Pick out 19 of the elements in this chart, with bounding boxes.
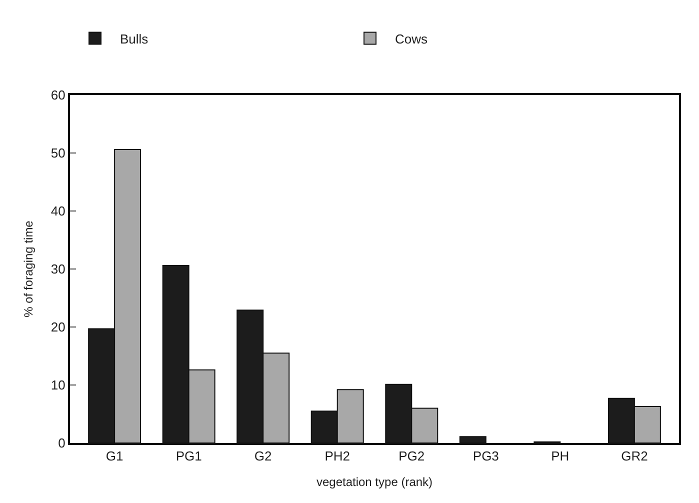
x-tick-label: G1 <box>106 448 124 464</box>
y-tick-label: 10 <box>50 378 66 393</box>
x-tick-label: PH <box>551 448 570 464</box>
y-tick-label: 20 <box>50 320 66 335</box>
x-tick-label: PG1 <box>176 448 202 464</box>
y-tick-label: 30 <box>50 262 66 277</box>
x-tick-label: G2 <box>254 448 272 464</box>
x-tick-label: PH2 <box>324 448 350 464</box>
legend-label: Cows <box>395 31 428 46</box>
y-tick-label: 50 <box>50 146 66 161</box>
x-axis-title: vegetation type (rank) <box>316 475 433 489</box>
x-tick-label: PG2 <box>398 448 425 464</box>
y-tick-label: 0 <box>58 436 66 451</box>
y-tick-label: 40 <box>50 204 66 219</box>
legend-label: Bulls <box>120 31 149 46</box>
y-axis-title: % of foraging time <box>22 220 36 318</box>
x-tick-label: PG3 <box>472 448 499 464</box>
x-tick-label: GR2 <box>621 448 648 464</box>
y-tick-label: 60 <box>50 88 66 103</box>
